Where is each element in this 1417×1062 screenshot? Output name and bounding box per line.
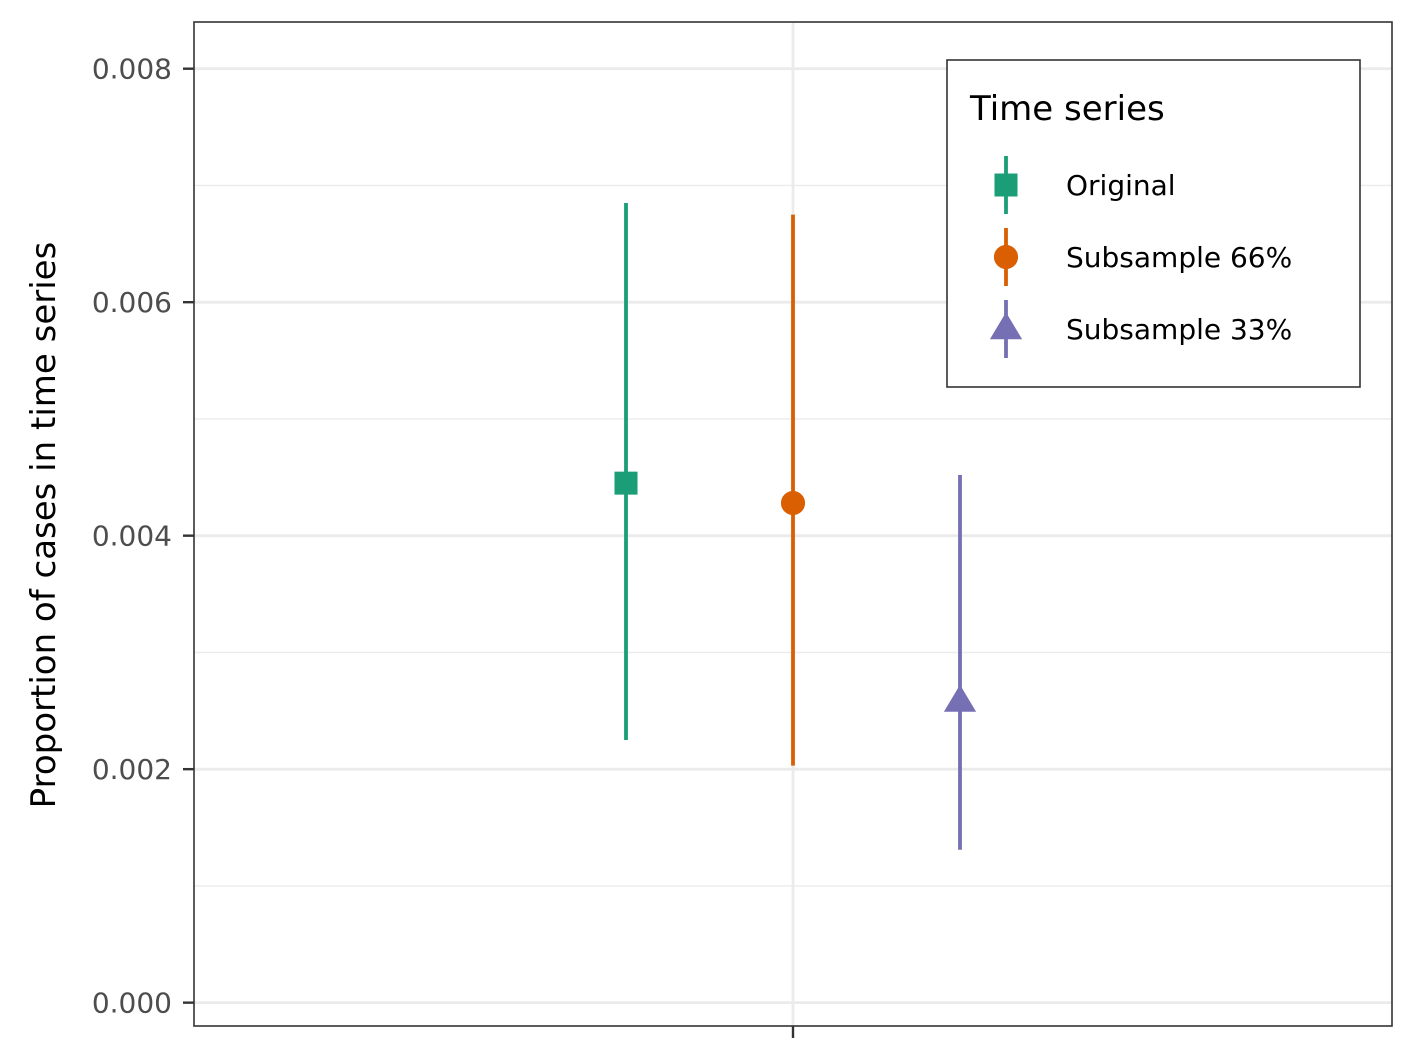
legend-label: Subsample 66% — [1066, 241, 1292, 274]
y-tick-label: 0.004 — [92, 520, 172, 553]
legend-label: Subsample 33% — [1066, 313, 1292, 346]
y-tick-label: 0.008 — [92, 53, 172, 86]
legend-title: Time series — [969, 89, 1165, 129]
data-point — [943, 684, 977, 712]
series-group — [614, 202, 977, 850]
series-subsample-33- — [943, 474, 977, 850]
legend-key-marker — [993, 244, 1019, 270]
series-subsample-66- — [780, 214, 806, 766]
legend: Time series Original Subsample 66% Subsamp… — [946, 59, 1361, 388]
legend-label: Original — [1066, 169, 1176, 202]
data-point — [780, 490, 806, 516]
y-tick-label: 0.006 — [92, 286, 172, 319]
legend-key-marker — [989, 312, 1023, 340]
y-axis-title: Proportion of cases in time series — [24, 242, 64, 809]
data-point — [614, 471, 638, 495]
series-original — [614, 202, 638, 740]
y-axis: 0.000 0.002 0.004 0.006 0.008 — [92, 53, 194, 1020]
y-tick-label: 0.000 — [92, 987, 172, 1020]
legend-item: Subsample 33% — [989, 300, 1292, 358]
legend-key-marker — [994, 173, 1018, 197]
y-tick-label: 0.002 — [92, 753, 172, 786]
legend-item: Original — [994, 156, 1176, 214]
legend-item: Subsample 66% — [993, 228, 1292, 286]
